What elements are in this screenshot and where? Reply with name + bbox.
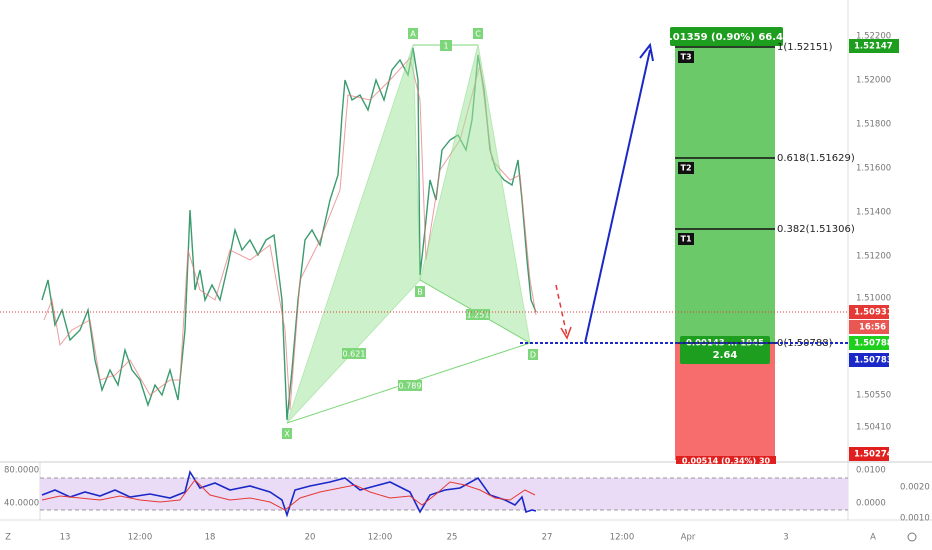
arrow-head [639,42,654,62]
price-tag: 1.50783 [854,356,893,366]
indicator-slow [41,479,536,511]
point-label: D [530,351,536,360]
time-label: 25 [447,533,458,543]
label-bg [415,286,425,297]
zoom-button[interactable]: Z [5,533,11,543]
point-label: C [475,30,481,39]
label-bg [528,349,538,360]
price-label: 1.51000 [856,294,891,304]
target-tag-bg [678,162,694,174]
time-label: 27 [542,533,553,543]
time-label: 12:00 [128,533,153,543]
indicator-label: 0.0020 [900,483,930,493]
price-tag: 1.50788 [854,339,893,349]
target-tag: T3 [680,53,691,62]
price-label: 1.51200 [856,252,891,262]
point-label: B [417,288,423,297]
price-label: 1.52200 [856,32,891,42]
profit-zone [675,45,775,343]
tag-bg [849,320,889,334]
pattern-labels: X A B C D 0.621 0.789 1 1.251 [282,28,538,439]
price-tag: 1.52147 [854,42,893,52]
indicator-band [40,478,848,510]
ratio-label: 2.64 [713,350,738,361]
tag-bg [849,447,889,461]
time-label: 3 [783,533,788,543]
label-bg [342,348,366,359]
time-label: Apr [681,533,696,543]
settings-button[interactable] [907,532,917,542]
price-label: 1.51400 [856,208,891,218]
price-label: 1.50550 [856,391,891,401]
price-tag: 1.50274 [854,450,893,460]
time-axis: 13 12:00 18 20 12:00 25 27 12:00 Apr 3 Z… [5,532,917,543]
indicator-label: 0.0000 [856,499,886,509]
target-tag-bg [678,51,694,63]
price-label: 1.52000 [856,76,891,86]
target-tag-bg [678,233,694,245]
ratio-label: 0.621 [343,350,366,359]
level-label: 0(1.50788) [777,338,833,349]
arrow-head [560,326,572,340]
countdown-tag: 16:56 [859,323,886,333]
target-tag: T2 [680,164,691,173]
label-bg [282,428,292,439]
time-label: 12:00 [610,533,635,543]
indicator-label: 0.0010 [900,514,930,524]
label-bg [408,28,418,39]
tag-bg [849,305,889,319]
target-arrow [584,49,651,344]
tag-bg [849,336,889,350]
indicator-label: 0.0100 [856,466,886,476]
time-label: 18 [205,533,216,543]
tag-bg [849,39,899,53]
loss-label: 0.00514 (0.34%) 30 [682,457,771,466]
price-label: 1.51600 [856,164,891,174]
price-label: 1.51800 [856,120,891,130]
level-label: 1(1.52151) [777,42,833,53]
ratio-label: 0.789 [399,382,422,391]
label-bg [473,28,483,39]
time-label: 20 [305,533,316,543]
target-tag: T1 [680,235,691,244]
point-label: X [284,430,290,439]
price-label: 1.50410 [856,423,891,433]
ratio-label: 1.251 [467,311,490,320]
label-bg [466,309,490,320]
profit-label-bg [670,27,783,46]
label-bg [398,380,422,391]
price-tag: 1.50931 [854,308,893,318]
price-axis: 1.52200 1.52000 1.51800 1.51600 1.51400 … [849,32,899,461]
label-bg [440,40,452,51]
time-label: 12:00 [368,533,393,543]
indicator-fast [41,469,537,518]
indicator-label: 80.0000 [4,466,39,476]
ratio-label: 1 [443,42,448,51]
tag-bg [849,353,889,367]
level-label: 0.382(1.51306) [777,224,855,235]
level-label: 0.618(1.51629) [777,153,855,164]
time-label: 13 [60,533,71,543]
auto-scale-button[interactable]: A [870,533,876,543]
indicator-label: 40.0000 [4,499,39,509]
point-label: A [410,30,416,39]
profit-label: 0.01359 (0.90%) 66.43 [662,32,790,43]
loss-label-bg [676,456,776,464]
